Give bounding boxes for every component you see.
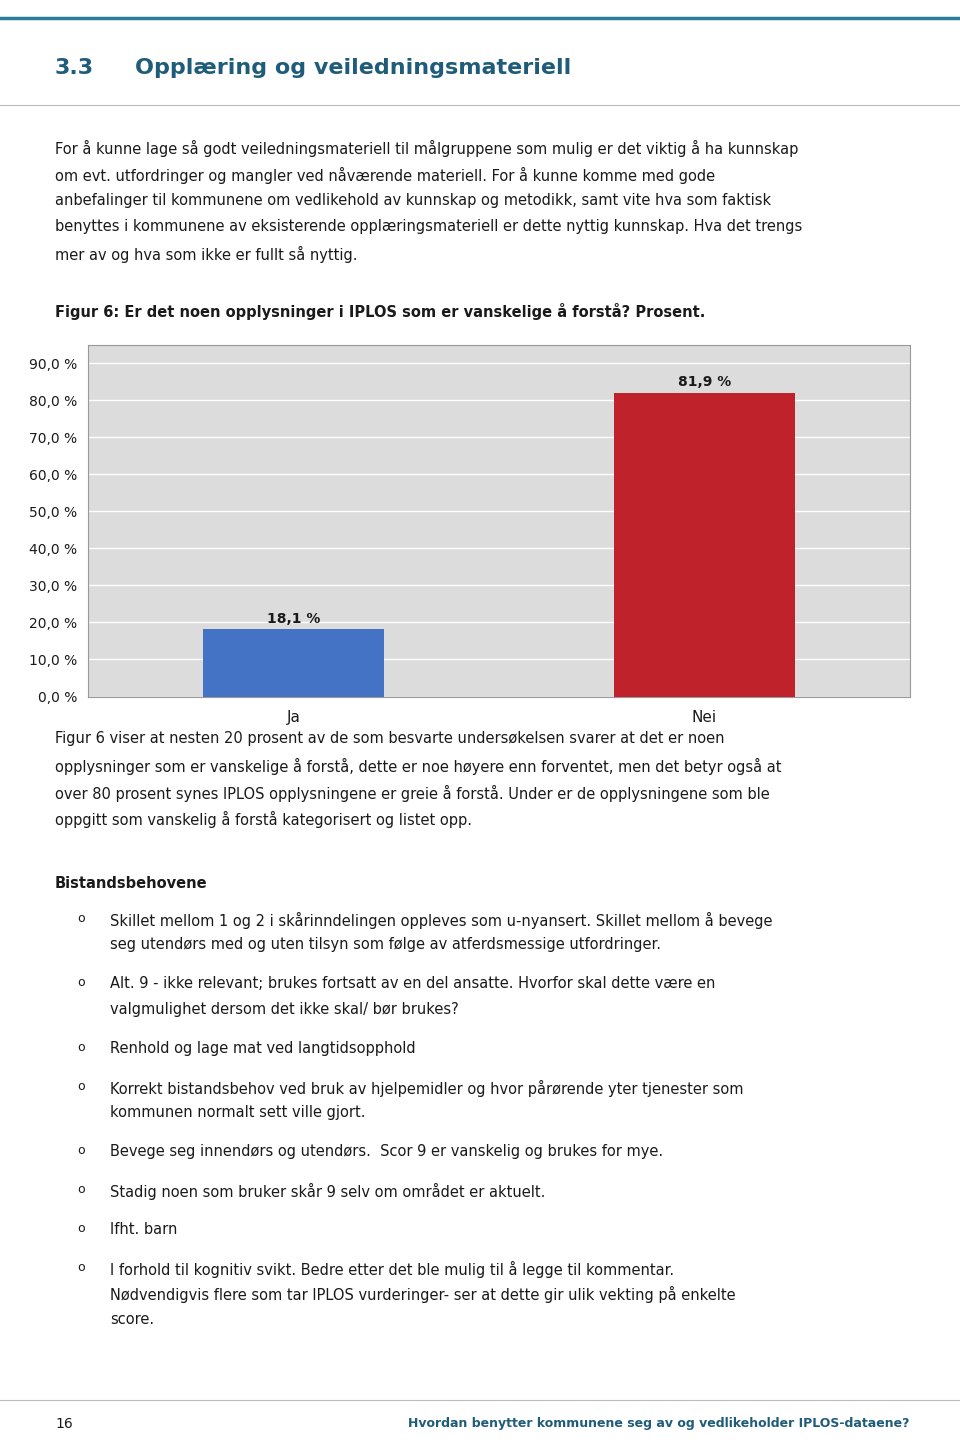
Text: Figur 6 viser at nesten 20 prosent av de som besvarte undersøkelsen svarer at de: Figur 6 viser at nesten 20 prosent av de… bbox=[55, 732, 725, 746]
Text: Skillet mellom 1 og 2 i skårinndelingen oppleves som u-nyansert. Skillet mellom : Skillet mellom 1 og 2 i skårinndelingen … bbox=[110, 912, 773, 928]
Text: o: o bbox=[77, 1041, 84, 1054]
Text: 18,1 %: 18,1 % bbox=[267, 611, 321, 626]
Bar bbox=[204, 629, 384, 697]
Text: kommunen normalt sett ville gjort.: kommunen normalt sett ville gjort. bbox=[110, 1105, 366, 1121]
Text: Renhold og lage mat ved langtidsopphold: Renhold og lage mat ved langtidsopphold bbox=[110, 1041, 416, 1056]
Text: I forhold til kognitiv svikt. Bedre etter det ble mulig til å legge til kommenta: I forhold til kognitiv svikt. Bedre ette… bbox=[110, 1260, 674, 1278]
Text: Bevege seg innendørs og utendørs.  Scor 9 er vanskelig og brukes for mye.: Bevege seg innendørs og utendørs. Scor 9… bbox=[110, 1144, 663, 1159]
Text: For å kunne lage så godt veiledningsmateriell til målgruppene som mulig er det v: For å kunne lage så godt veiledningsmate… bbox=[55, 139, 799, 157]
Text: score.: score. bbox=[110, 1313, 155, 1327]
Text: benyttes i kommunene av eksisterende opplæringsmateriell er dette nyttig kunnska: benyttes i kommunene av eksisterende opp… bbox=[55, 219, 803, 235]
Text: Alt. 9 - ikke relevant; brukes fortsatt av en del ansatte. Hvorfor skal dette væ: Alt. 9 - ikke relevant; brukes fortsatt … bbox=[110, 976, 715, 992]
Text: Bistandsbehovene: Bistandsbehovene bbox=[55, 876, 207, 890]
Text: o: o bbox=[77, 1079, 84, 1092]
Text: o: o bbox=[77, 976, 84, 989]
Text: o: o bbox=[77, 1260, 84, 1273]
Text: om evt. utfordringer og mangler ved nåværende materiell. For å kunne komme med g: om evt. utfordringer og mangler ved nåvæ… bbox=[55, 167, 715, 183]
Text: Figur 6: Er det noen opplysninger i IPLOS som er vanskelige å forstå? Prosent.: Figur 6: Er det noen opplysninger i IPLO… bbox=[55, 302, 706, 319]
Text: mer av og hva som ikke er fullt så nyttig.: mer av og hva som ikke er fullt så nytti… bbox=[55, 245, 357, 263]
Text: Nødvendigvis flere som tar IPLOS vurderinger- ser at dette gir ulik vekting på e: Nødvendigvis flere som tar IPLOS vurderi… bbox=[110, 1286, 735, 1304]
Text: valgmulighet dersom det ikke skal/ bør brukes?: valgmulighet dersom det ikke skal/ bør b… bbox=[110, 1002, 459, 1016]
Text: Stadig noen som bruker skår 9 selv om området er aktuelt.: Stadig noen som bruker skår 9 selv om om… bbox=[110, 1183, 545, 1199]
Text: over 80 prosent synes IPLOS opplysningene er greie å forstå. Under er de opplysn: over 80 prosent synes IPLOS opplysningen… bbox=[55, 784, 770, 802]
Bar bbox=[614, 393, 795, 697]
Text: 81,9 %: 81,9 % bbox=[678, 375, 732, 389]
Text: opplysninger som er vanskelige å forstå, dette er noe høyere enn forventet, men : opplysninger som er vanskelige å forstå,… bbox=[55, 758, 781, 775]
Text: o: o bbox=[77, 1183, 84, 1196]
Text: oppgitt som vanskelig å forstå kategorisert og listet opp.: oppgitt som vanskelig å forstå kategoris… bbox=[55, 812, 472, 828]
Text: 16: 16 bbox=[55, 1417, 73, 1432]
Text: seg utendørs med og uten tilsyn som følge av atferdsmessige utfordringer.: seg utendørs med og uten tilsyn som følg… bbox=[110, 938, 661, 953]
Text: Hvordan benytter kommunene seg av og vedlikeholder IPLOS-dataene?: Hvordan benytter kommunene seg av og ved… bbox=[409, 1417, 910, 1430]
Text: Opplæring og veiledningsmateriell: Opplæring og veiledningsmateriell bbox=[135, 58, 571, 78]
Text: o: o bbox=[77, 912, 84, 925]
Text: Ifht. barn: Ifht. barn bbox=[110, 1221, 178, 1237]
Text: o: o bbox=[77, 1221, 84, 1234]
Text: o: o bbox=[77, 1144, 84, 1157]
Text: 3.3: 3.3 bbox=[55, 58, 94, 78]
Text: anbefalinger til kommunene om vedlikehold av kunnskap og metodikk, samt vite hva: anbefalinger til kommunene om vedlikehol… bbox=[55, 193, 771, 208]
Text: Korrekt bistandsbehov ved bruk av hjelpemidler og hvor pårørende yter tjenester : Korrekt bistandsbehov ved bruk av hjelpe… bbox=[110, 1079, 743, 1096]
